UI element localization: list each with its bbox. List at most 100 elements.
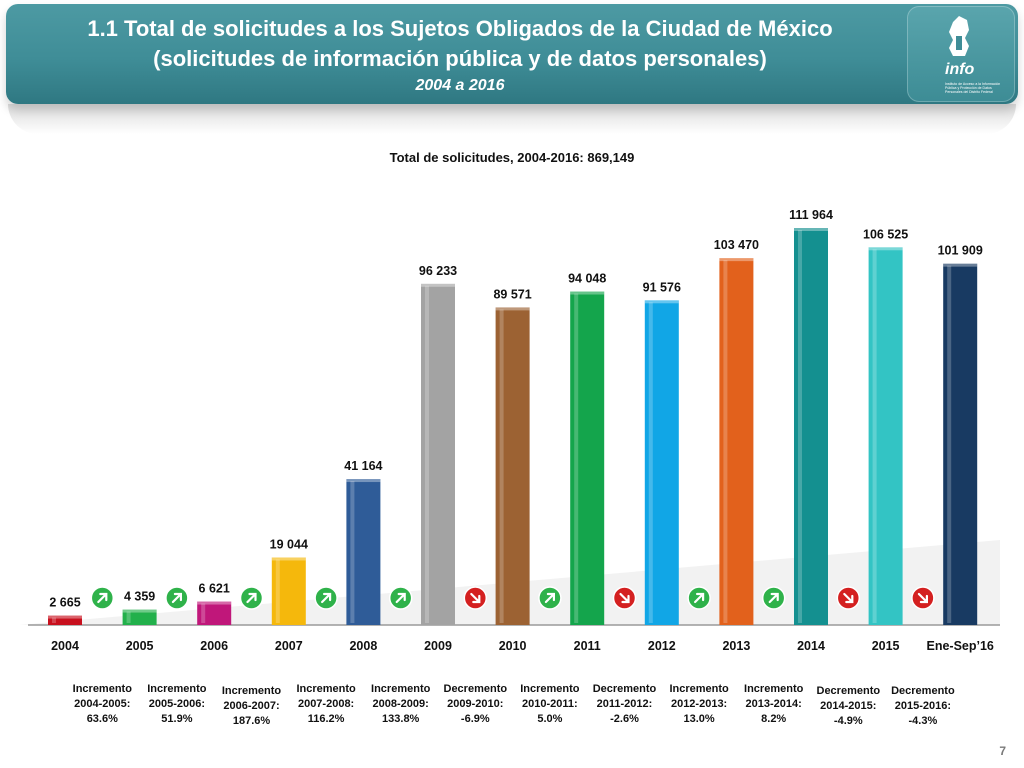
bar-highlight (872, 249, 877, 623)
page-number: 7 (999, 744, 1006, 758)
change-note: Incremento 2006-2007: 187.6% (221, 685, 282, 727)
change-note: Incremento 2010-2011: 5.0% (520, 683, 580, 725)
bar-cap (271, 556, 306, 561)
bar-group-2012: 91 576 2012 (643, 280, 681, 653)
increase-arrow-icon (687, 586, 711, 610)
x-tick-label: 2007 (275, 639, 303, 653)
bar-group-2013: 103 470 2013 (714, 238, 759, 653)
page-title: 1.1 Total de solicitudes a los Sujetos O… (40, 14, 880, 74)
bar (122, 609, 157, 625)
change-note: Incremento 2012-2013: 13.0% (669, 683, 729, 725)
decrease-arrow-icon (911, 586, 935, 610)
bar-group-2007: 19 044 2007 (270, 537, 308, 653)
increase-arrow-icon (165, 586, 189, 610)
chart-title: Total de solicitudes, 2004-2016: 869,149 (389, 150, 635, 165)
bar (421, 283, 455, 625)
bar-value-label: 19 044 (270, 537, 308, 551)
change-note: Decremento 2009-2010: -6.9% (443, 683, 508, 725)
increase-arrow-icon (538, 586, 562, 610)
bar-group-2014: 111 964 2014 (789, 208, 833, 653)
x-tick-label: 2009 (424, 639, 452, 653)
bar-highlight (275, 559, 280, 623)
x-tick-label: 2010 (499, 639, 527, 653)
bar-cap (570, 290, 605, 295)
bar-cap (943, 262, 978, 267)
bar (644, 300, 679, 625)
increase-arrow-icon (314, 586, 338, 610)
x-tick-label: 2005 (126, 639, 154, 653)
bar-group-2006: 6 621 2006 (197, 582, 232, 653)
change-note: Incremento 2008-2009: 133.8% (371, 683, 431, 725)
bar-value-label: 41 164 (344, 459, 382, 473)
x-tick-label: 2013 (722, 639, 750, 653)
city-shield-icon (949, 16, 969, 56)
bar-cap (719, 257, 754, 262)
bar-group-2011: 94 048 2011 (568, 272, 606, 653)
bar (943, 263, 978, 625)
increase-arrow-icon (239, 586, 264, 610)
change-note: Incremento 2004-2005: 63.6% (72, 683, 132, 725)
bar-highlight (648, 302, 653, 623)
bar-highlight (350, 481, 355, 623)
banner-shadow (8, 104, 1016, 134)
x-tick-label: 2014 (797, 639, 825, 653)
x-tick-label: Ene-Sep’16 (927, 639, 994, 653)
increase-arrow-icon (761, 586, 786, 610)
change-note: Incremento 2005-2006: 51.9% (147, 683, 207, 725)
change-note: Decremento 2015-2016: -4.3% (891, 685, 955, 727)
bar-group-Ene-Sep’16: 101 909 Ene-Sep’16 (927, 244, 994, 653)
bar-value-label: 111 964 (789, 208, 833, 222)
change-note: Incremento 2013-2014: 8.2% (744, 683, 804, 725)
bar-highlight (723, 260, 728, 623)
bar-highlight (52, 617, 56, 623)
change-notes: Incremento 2004-2005: 63.6% Incremento 20… (0, 682, 1024, 732)
bar-group-2005: 4 359 2005 (122, 590, 157, 653)
title-banner (6, 4, 1018, 104)
bar-value-label: 96 233 (419, 264, 457, 278)
bar-value-label: 6 621 (199, 582, 230, 596)
bar-cap (122, 608, 157, 613)
bar-value-label: 89 571 (493, 287, 531, 301)
bar (570, 291, 605, 625)
change-note: Decremento 2014-2015: -4.9% (816, 685, 881, 727)
title-line-2: (solicitudes de información pública y de… (153, 46, 767, 71)
logo-caption: Instituto de Acceso a la Información Púb… (945, 82, 1001, 94)
bar-cap (421, 282, 455, 287)
bar-value-label: 94 048 (568, 272, 606, 286)
bar-highlight (126, 611, 131, 623)
decrease-arrow-icon (612, 586, 637, 610)
bar-value-label: 91 576 (643, 280, 681, 294)
bar-group-2009: 96 233 2009 (419, 264, 457, 653)
bar-cap (346, 478, 381, 483)
bar (271, 557, 306, 625)
bar-highlight (201, 603, 206, 623)
bar (719, 258, 754, 625)
bar (794, 228, 828, 625)
decrease-arrow-icon (836, 586, 861, 610)
bar-cap (868, 246, 903, 251)
bar-cap (48, 614, 82, 619)
bar-cap (644, 299, 679, 304)
bar-group-2004: 2 665 2004 (48, 596, 82, 653)
bar-value-label: 106 525 (863, 227, 908, 241)
bar-group-2015: 106 525 2015 (863, 227, 908, 653)
bar-highlight (947, 265, 952, 623)
bar-group-2010: 89 571 2010 (493, 287, 531, 653)
change-note: Incremento 2007-2008: 116.2% (296, 683, 356, 725)
decrease-arrow-icon (463, 586, 488, 610)
bar-highlight (798, 230, 802, 623)
bar-value-label: 2 665 (49, 596, 80, 610)
x-tick-label: 2015 (872, 639, 900, 653)
bar-highlight (425, 285, 429, 623)
bar-cap (197, 600, 232, 605)
bar-value-label: 101 909 (938, 244, 983, 258)
bar (48, 615, 82, 625)
bar-cap (495, 306, 530, 311)
bar (197, 601, 232, 625)
bar-value-label: 103 470 (714, 238, 759, 252)
bar (495, 307, 530, 625)
increase-arrow-icon (388, 586, 413, 610)
x-tick-label: 2006 (200, 639, 228, 653)
bar-highlight (574, 293, 579, 623)
infodf-logo: info Instituto de Acceso a la Informació… (907, 6, 1015, 102)
